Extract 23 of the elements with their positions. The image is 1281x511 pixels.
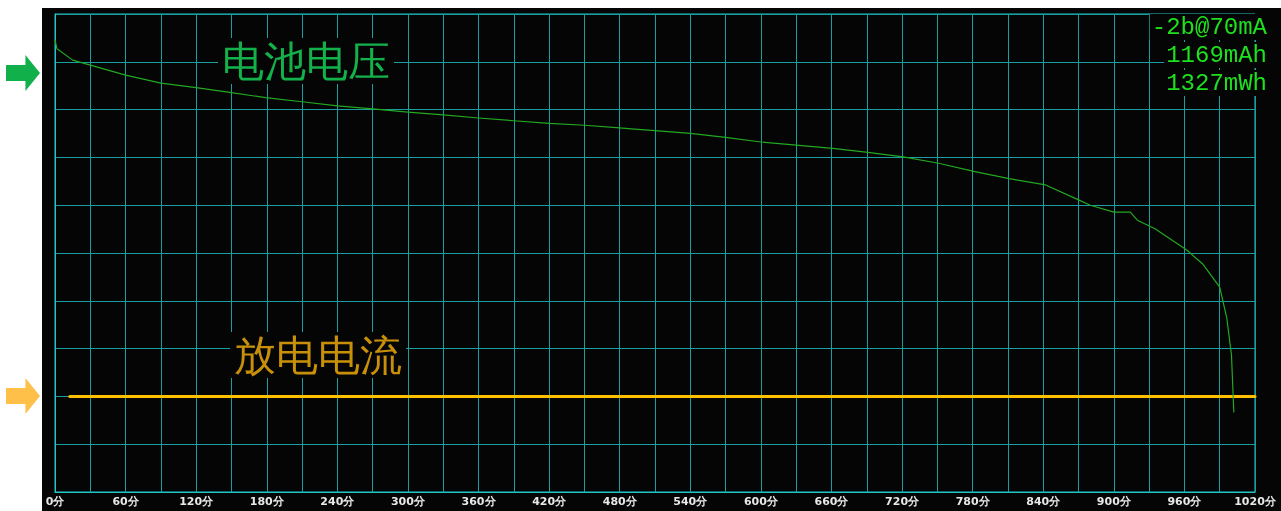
x-tick-label: 900分	[1096, 495, 1132, 508]
x-tick-label: 60分	[112, 495, 140, 508]
x-tick-label: 240分	[320, 495, 356, 508]
x-tick-label: 960分	[1167, 495, 1203, 508]
x-tick-label: 840分	[1026, 495, 1062, 508]
x-tick-label: 540分	[673, 495, 709, 508]
x-tick-label: 360分	[461, 495, 497, 508]
series-label: 放电电流	[234, 330, 402, 380]
annotation: 1169mAh	[1166, 41, 1267, 69]
annotation: 1327mWh	[1166, 69, 1267, 97]
x-tick-label: 720分	[885, 495, 921, 508]
x-tick-label: 600分	[743, 495, 779, 508]
x-tick-label: 1020分	[1234, 495, 1277, 508]
series-label: 电池电压	[222, 36, 390, 86]
x-tick-label: 120分	[179, 495, 215, 508]
x-tick-label: 780分	[955, 495, 991, 508]
x-tick-label: 480分	[602, 495, 638, 508]
x-tick-label: 0分	[45, 495, 66, 508]
x-tick-label: 420分	[532, 495, 568, 508]
x-tick-label: 300分	[390, 495, 426, 508]
x-tick-label: 660分	[814, 495, 850, 508]
annotation: -2b@70mA	[1151, 13, 1268, 41]
x-tick-label: 180分	[249, 495, 285, 508]
